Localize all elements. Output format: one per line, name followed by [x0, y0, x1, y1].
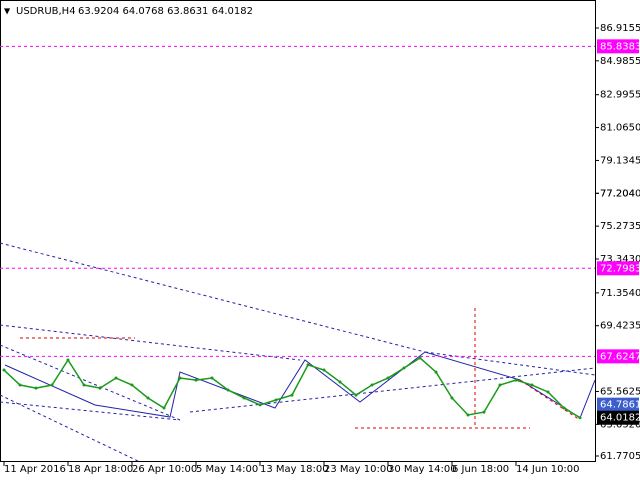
y-tick-label: 77.2040 — [600, 188, 640, 199]
y-tick-label: 81.0650 — [600, 123, 640, 134]
level-tag — [597, 397, 639, 412]
level-label: 64.0182 — [600, 413, 640, 424]
price-point — [34, 386, 38, 390]
level-tag — [597, 261, 639, 276]
price-point — [322, 368, 326, 372]
price-point — [258, 403, 262, 407]
x-tick-label: 30 May 14:00 — [388, 464, 457, 475]
price-point — [338, 380, 342, 384]
x-tick-label: 5 May 14:00 — [196, 464, 258, 475]
x-tick-label: 18 Apr 18:00 — [68, 464, 133, 475]
level-label: 67.6247 — [600, 351, 640, 362]
price-point — [114, 376, 118, 380]
price-point — [450, 396, 454, 400]
price-point — [146, 396, 150, 400]
level-tag — [597, 410, 639, 425]
price-point — [354, 393, 358, 397]
price-point — [498, 383, 502, 387]
price-point — [66, 358, 70, 362]
ohlc-header: 63.9204 64.0768 63.8631 64.0182 — [78, 6, 253, 17]
price-point — [386, 376, 390, 380]
x-tick-label: 11 Apr 2016 — [4, 464, 66, 475]
y-tick-label: 82.9955 — [600, 90, 640, 101]
symbol-title: USDRUB,H4 — [16, 6, 76, 17]
y-tick-label: 73.3430 — [600, 254, 640, 265]
collapse-arrow[interactable]: ▼ — [4, 7, 11, 16]
price-point — [50, 383, 54, 387]
level-label: 72.7983 — [600, 263, 640, 274]
x-tick-label: 26 Apr 10:00 — [132, 464, 197, 475]
price-point — [18, 383, 22, 387]
price-point — [130, 383, 134, 387]
price-point — [210, 376, 214, 380]
price-point — [434, 370, 438, 374]
price-point — [290, 393, 294, 397]
x-tick-label: 14 Jun 10:00 — [516, 464, 580, 475]
price-point — [178, 376, 182, 380]
x-tick-label: 23 May 10:00 — [324, 464, 393, 475]
level-label: 85.8383 — [600, 41, 640, 52]
price-point — [514, 378, 518, 382]
price-point — [306, 363, 310, 367]
level-tag — [597, 39, 639, 54]
price-point — [530, 383, 534, 387]
price-point — [226, 388, 230, 392]
red-lines — [20, 308, 581, 429]
price-point — [162, 406, 166, 410]
y-tick-label: 86.9155 — [600, 23, 640, 34]
price-point — [546, 390, 550, 394]
x-tick-label: 13 May 18:00 — [260, 464, 329, 475]
plot-frame — [0, 0, 596, 462]
price-point — [82, 383, 86, 387]
level-tag — [597, 349, 639, 364]
y-tick-label: 79.1345 — [600, 155, 640, 166]
price-point — [370, 383, 374, 387]
y-tick-label: 77.204 — [600, 188, 635, 199]
y-tick-label: 69.4235 — [600, 321, 640, 332]
price-point — [578, 416, 582, 420]
y-tick-label: 63.6320 — [600, 419, 640, 430]
price-point — [402, 366, 406, 370]
y-tick-label: 84.9855 — [600, 56, 640, 67]
price-point — [98, 386, 102, 390]
price-point — [482, 410, 486, 414]
price-point — [194, 378, 198, 382]
y-tick-label: 61.7705 — [600, 451, 640, 462]
price-point — [274, 398, 278, 402]
price-point — [2, 368, 6, 372]
trendlines — [0, 242, 596, 463]
price-point — [418, 356, 422, 360]
price-point — [562, 406, 566, 410]
y-tick-label: 75.2735 — [600, 221, 640, 232]
y-tick-label: 71.3540 — [600, 288, 640, 299]
price-point — [466, 413, 470, 417]
y-tick-label: 65.5625 — [600, 386, 640, 397]
price-point — [242, 396, 246, 400]
x-tick-label: 6 Jun 18:00 — [452, 464, 509, 475]
level-label: 64.7861 — [600, 400, 640, 411]
